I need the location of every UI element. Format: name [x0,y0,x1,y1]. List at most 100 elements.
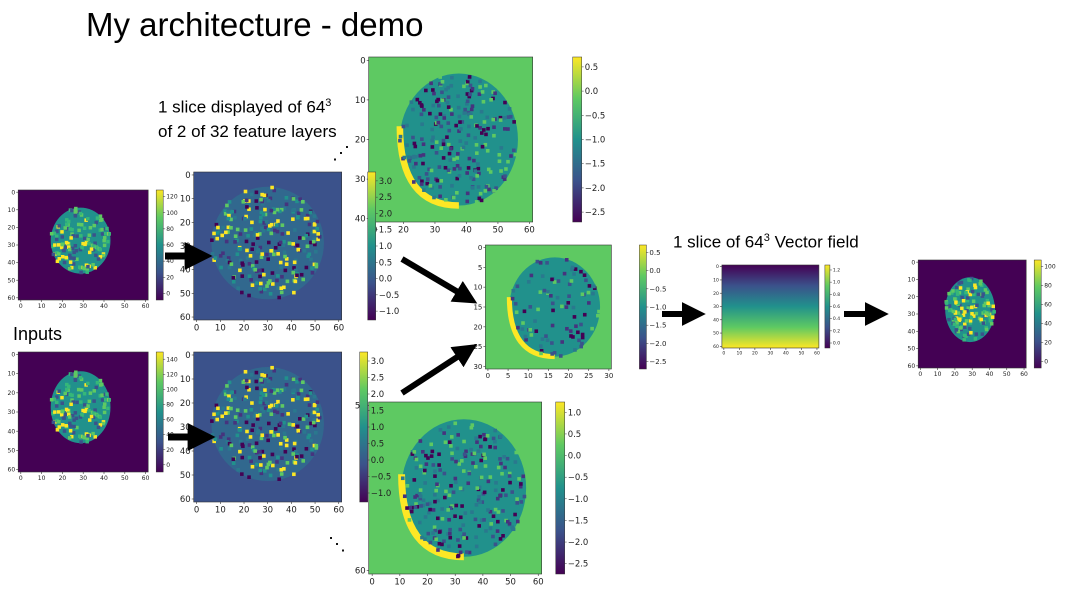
x-tick-label: 40 [286,506,297,516]
x-tick-label: 40 [286,324,297,334]
colorbar-tick-label: 140 [166,356,178,363]
vector-plot: 0 10 20 30 40 50 6001020304050601.21.00.80.60.… [713,264,840,357]
colorbar-tick-label: 0.5 [379,258,393,268]
colorbar-tick-label: 1.5 [371,406,385,416]
y-tick-label: 0 [478,244,482,252]
x-tick-label: 30 [450,578,461,588]
colorbar-tick-label: 80 [166,226,174,233]
feature-caption-line2: of 2 of 32 feature layers [158,121,337,141]
colorbar-tick-label: 1.0 [833,280,840,286]
x-tick-label: 50 [121,303,129,310]
x-tick-label: 10 [934,371,942,378]
x-tick-label: 40 [100,303,108,310]
feat_bottom-plot: 010203040506050601.00.50.0−0.5−1.0−1.5−2… [355,401,589,588]
x-tick-label: 30 [604,372,613,380]
colorbar-tick-label: 60 [166,242,174,249]
colorbar-tick-label: 60 [1044,302,1052,309]
colorbar-tick-label: −0.5 [568,473,589,483]
y-tick-label: 20 [713,291,719,297]
arrow-feat2-to-merged [400,344,478,396]
colorbar-tick-label: 0.0 [585,87,599,97]
colorbar-tick-label: −1.5 [585,160,606,170]
x-tick-label: 20 [564,372,573,380]
colorbar-tick-label: −1.0 [371,489,392,499]
input2-plot: 0102030405060010203040506014012010080604… [8,352,178,483]
colorbar-tick-label: 3.0 [379,177,393,187]
x-tick-label: 10 [215,506,226,516]
y-tick-label: 20 [180,218,191,228]
x-tick-label: 60 [142,303,150,310]
vector-caption-prefix: 1 slice of 64 [673,232,764,252]
y-tick-label: 0 [185,351,190,361]
colorbar-tick-label: 1.0 [371,423,385,433]
y-tick-label: 15 [473,303,482,311]
input1-image [18,190,149,300]
y-tick-label: 50 [8,277,16,284]
y-tick-label: 40 [8,428,16,435]
colorbar-tick-label: −0.5 [649,285,666,293]
x-tick-label: 10 [524,372,533,380]
colorbar-tick-label: 60 [166,417,174,424]
x-tick-label: 20 [752,351,758,357]
x-tick-label: 60 [142,475,150,482]
x-tick-label: 10 [38,475,46,482]
feature-map-1-panel: 0 10 20 30 40 50 60 0 10 20 30 40 50 60 3.0 2.5 2.0 1.5 1.… [175,170,401,339]
vector-caption-superscript: 3 [763,232,770,244]
feature-caption-line1: 1 slice displayed of 64 [158,97,326,117]
input1-plot: 0 10 20 30 40 50 60010203040506012010080604020… [8,189,178,310]
y-tick-label: 60 [908,363,916,370]
colorbar-tick-label: 100 [166,210,178,217]
x-tick-label: 20 [239,324,250,334]
colorbar-tick-label: 40 [1044,321,1052,328]
y-tick-label: 20 [908,294,916,301]
y-tick-label: 40 [180,447,191,457]
colorbar-tick-label: 0.0 [379,275,393,285]
feat2-image [193,352,342,502]
y-tick-label: 5 [478,264,482,272]
x-tick-label: 50 [121,475,129,482]
y-tick-label: 50 [713,331,719,337]
inputs-label: Inputs [13,324,63,344]
vector-field-panel: 0 10 20 30 40 50 60 0 10 20 30 40 50 60 1.2 1.0 0.8 0.6 0.… [712,263,843,359]
colorbar-tick-label: −2.5 [568,560,589,570]
y-tick-label: 10 [180,375,191,385]
y-tick-label: 20 [8,390,16,397]
y-tick-label: 10 [355,96,366,106]
x-tick-label: 50 [493,226,504,236]
vector-caption-suffix: Vector field [769,232,859,252]
output-image [918,260,1027,368]
y-tick-label: 20 [8,225,16,232]
feature-map-bottom-panel: 010203040506050601.00.50.0−0.5−1.0−1.5−2… [350,400,590,593]
x-tick-label: 40 [461,226,472,236]
colorbar-tick-label: 0.5 [649,249,660,257]
y-tick-label: 0 [11,189,15,196]
x-tick-label: 5 [506,372,510,380]
x-tick-label: 20 [398,226,409,236]
y-tick-label: 20 [180,399,191,409]
x-tick-label: 50 [310,324,321,334]
colorbar [1033,259,1042,369]
y-tick-label: 40 [180,266,191,276]
x-tick-label: 50 [310,506,321,516]
y-tick-label: 60 [713,344,719,350]
vector-field-caption: 1 slice of 643 Vector field [673,226,859,255]
colorbar-tick-label: 1.5 [379,226,393,236]
x-tick-label: 60 [814,351,820,357]
y-tick-label: 25 [473,343,482,351]
colorbar-tick-label: −1.5 [649,322,666,330]
colorbar-tick-label: 2.5 [379,193,393,203]
input-image-1-panel: 0 10 20 30 40 50 60 0 10 20 30 40 50 60 120 100 80 60 40 20… [5,188,181,314]
colorbar-tick-label: 0.4 [833,316,840,322]
y-tick-label: 10 [908,277,916,284]
colorbar-tick-label: 0 [166,291,170,298]
x-tick-label: 40 [100,475,108,482]
feat_bottom-image [368,402,542,574]
colorbar-tick-label: 0.0 [649,267,660,275]
x-tick-label: 0 [19,475,23,482]
x-tick-label: 20 [59,475,67,482]
x-tick-label: 0 [369,578,374,588]
x-tick-label: 60 [333,506,344,516]
x-tick-label: 20 [422,578,433,588]
x-tick-label: 50 [799,351,805,357]
feature-map-merged-panel: 0 5 10 15 20 25 30 0 5 10 15 20 25 30 0.5 0.0 −0.5 −1.0 −1… [470,243,667,385]
